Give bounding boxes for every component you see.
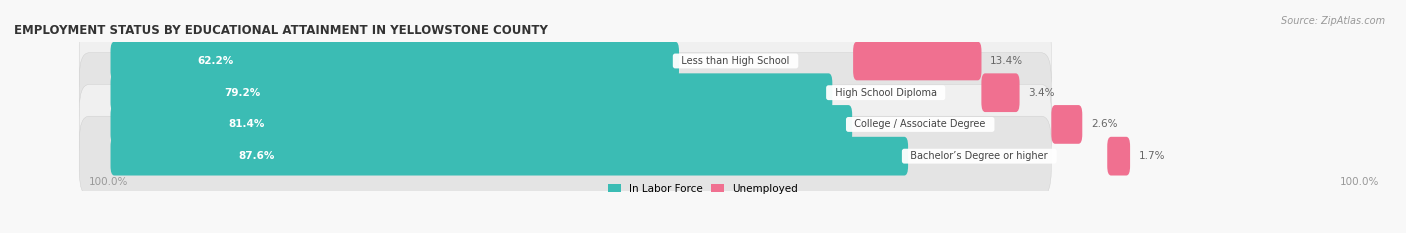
Legend: In Labor Force, Unemployed: In Labor Force, Unemployed (605, 179, 801, 198)
Text: 2.6%: 2.6% (1091, 120, 1118, 130)
Text: 3.4%: 3.4% (1028, 88, 1054, 98)
Text: High School Diploma: High School Diploma (828, 88, 943, 98)
Text: EMPLOYMENT STATUS BY EDUCATIONAL ATTAINMENT IN YELLOWSTONE COUNTY: EMPLOYMENT STATUS BY EDUCATIONAL ATTAINM… (14, 24, 548, 37)
FancyBboxPatch shape (1052, 105, 1083, 144)
Text: 62.2%: 62.2% (197, 56, 233, 66)
Text: College / Associate Degree: College / Associate Degree (848, 120, 993, 130)
Text: Bachelor’s Degree or higher: Bachelor’s Degree or higher (904, 151, 1054, 161)
FancyBboxPatch shape (981, 73, 1019, 112)
Text: 100.0%: 100.0% (89, 177, 128, 187)
FancyBboxPatch shape (1108, 137, 1130, 175)
Text: 87.6%: 87.6% (238, 151, 274, 161)
Text: 1.7%: 1.7% (1139, 151, 1166, 161)
Text: 79.2%: 79.2% (225, 88, 262, 98)
FancyBboxPatch shape (79, 53, 1052, 133)
FancyBboxPatch shape (79, 116, 1052, 196)
FancyBboxPatch shape (111, 73, 832, 112)
Text: Source: ZipAtlas.com: Source: ZipAtlas.com (1281, 16, 1385, 26)
FancyBboxPatch shape (111, 42, 679, 80)
FancyBboxPatch shape (79, 21, 1052, 101)
FancyBboxPatch shape (111, 105, 852, 144)
Text: 100.0%: 100.0% (1340, 177, 1379, 187)
FancyBboxPatch shape (111, 137, 908, 175)
FancyBboxPatch shape (79, 84, 1052, 164)
Text: Less than High School: Less than High School (675, 56, 796, 66)
Text: 81.4%: 81.4% (228, 120, 264, 130)
FancyBboxPatch shape (853, 42, 981, 80)
Text: 13.4%: 13.4% (990, 56, 1024, 66)
